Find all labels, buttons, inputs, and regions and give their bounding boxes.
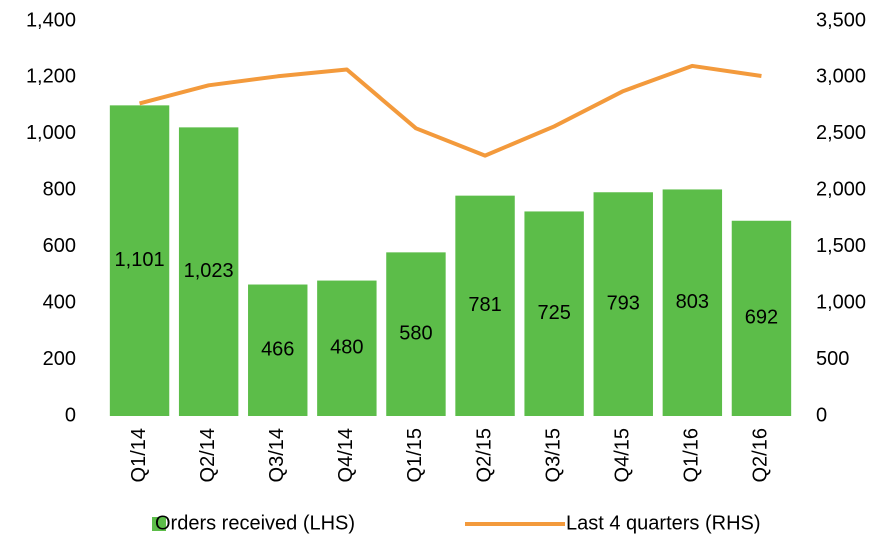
y-tick-label: 1,400	[26, 9, 76, 31]
y2-tick-label: 1,500	[816, 235, 866, 257]
y2-tick-label: 2,500	[816, 122, 866, 144]
bar	[662, 189, 723, 416]
bar	[178, 127, 239, 416]
data-label: 725	[537, 302, 570, 324]
x-tick-label: Q1/14	[128, 428, 150, 482]
data-label: 580	[399, 322, 432, 344]
data-label: 692	[745, 307, 778, 329]
x-tick-label: Q4/14	[335, 428, 357, 482]
bar	[109, 105, 170, 416]
legend-label: Orders received (LHS)	[155, 512, 355, 534]
bar	[386, 252, 446, 416]
legend-label: Last 4 quarters (RHS)	[566, 512, 761, 534]
bar	[524, 211, 584, 416]
y2-tick-label: 2,000	[816, 179, 866, 201]
data-label: 480	[330, 337, 363, 359]
bar	[455, 195, 515, 416]
data-label: 1,101	[115, 249, 165, 271]
y2-tick-label: 0	[816, 404, 827, 426]
x-tick-label: Q4/15	[612, 428, 634, 482]
bar	[317, 280, 377, 416]
x-tick-label: Q2/14	[197, 428, 219, 482]
data-label: 781	[468, 294, 501, 316]
y-tick-label: 1,200	[26, 66, 76, 88]
data-label: 793	[607, 292, 640, 314]
y2-tick-label: 3,500	[816, 9, 866, 31]
y-tick-label: 400	[43, 291, 76, 313]
x-tick-label: Q2/15	[473, 428, 495, 482]
data-label: 803	[676, 291, 709, 313]
x-tick-label: Q3/14	[266, 428, 288, 482]
bar	[593, 192, 653, 416]
data-label: 1,023	[184, 260, 234, 282]
x-tick-label: Q2/16	[750, 428, 772, 482]
y2-tick-label: 1,000	[816, 291, 866, 313]
x-tick-label: Q1/16	[681, 428, 703, 482]
y-tick-label: 200	[43, 348, 76, 370]
y2-tick-label: 3,000	[816, 66, 866, 88]
y2-tick-label: 500	[816, 348, 849, 370]
y-tick-label: 1,000	[26, 122, 76, 144]
bar	[248, 284, 308, 416]
y-tick-label: 0	[65, 404, 76, 426]
data-label: 466	[261, 339, 294, 361]
x-tick-label: Q3/15	[542, 428, 564, 482]
y-tick-label: 600	[43, 235, 76, 257]
y-tick-label: 800	[43, 179, 76, 201]
line	[139, 63, 762, 158]
x-tick-label: Q1/15	[404, 428, 426, 482]
bar	[731, 220, 792, 416]
legend-swatch	[152, 517, 166, 531]
